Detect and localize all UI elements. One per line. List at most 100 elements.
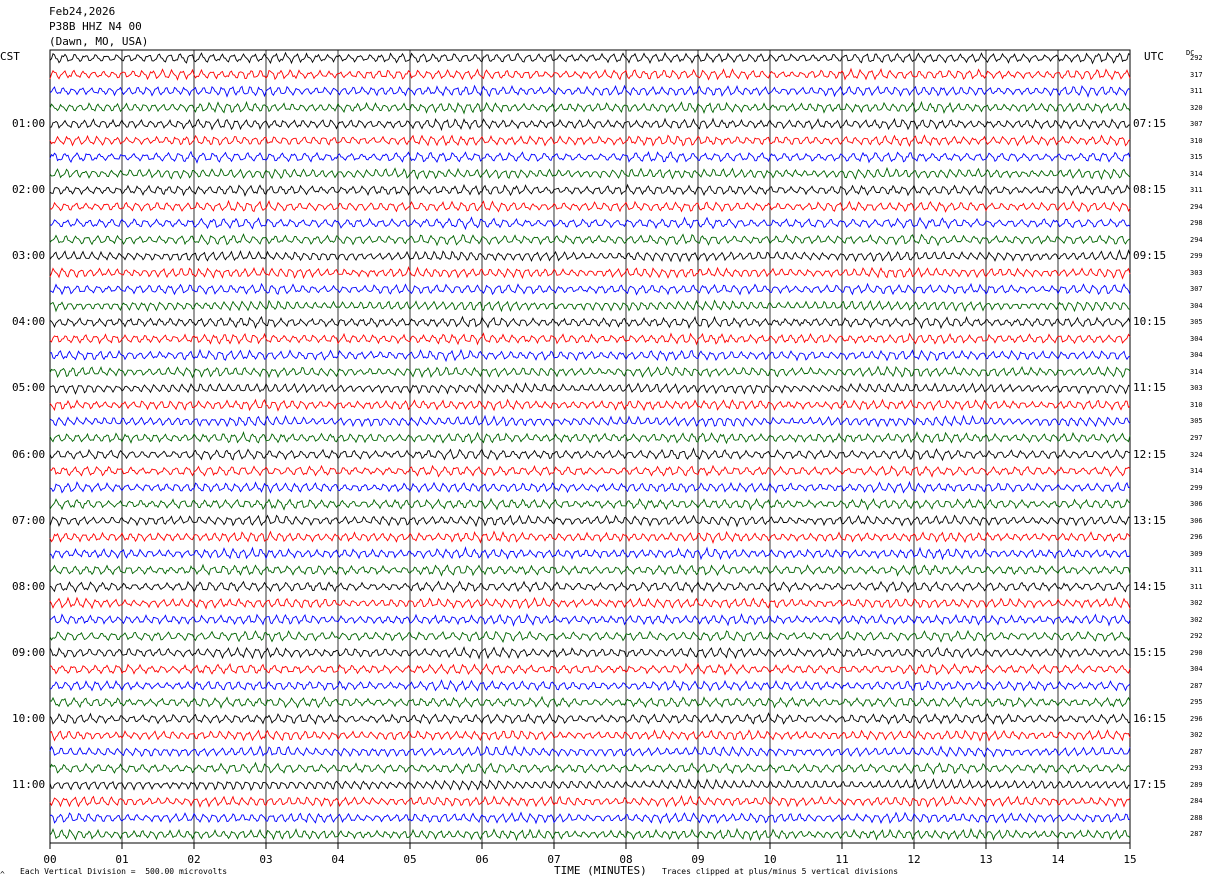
seismic-trace [49, 199, 1131, 213]
left-timezone-label: CST [0, 50, 20, 63]
dc-offset-value: 293 [1190, 764, 1203, 773]
seismic-trace [49, 134, 1131, 147]
x-tick-label: 03 [259, 853, 273, 866]
dc-offset-value: 304 [1190, 665, 1203, 674]
seismic-trace [49, 596, 1131, 610]
dc-offset-value: 295 [1190, 698, 1203, 707]
x-tick-label: 01 [115, 853, 129, 866]
dc-offset-value: 307 [1190, 285, 1203, 294]
dc-offset-value: 310 [1190, 136, 1203, 145]
x-tick-label: 15 [1123, 853, 1137, 866]
dc-offset-value: 302 [1190, 615, 1203, 624]
seismic-trace [49, 398, 1131, 412]
dc-offset-value: 287 [1190, 747, 1203, 756]
utc-hour-label: 11:15 [1133, 381, 1167, 395]
seismic-trace [49, 216, 1131, 231]
seismic-trace [49, 745, 1131, 758]
seismic-trace [49, 794, 1131, 808]
x-tick-label: 02 [187, 853, 201, 866]
seismic-trace [49, 646, 1131, 660]
plot-frame [49, 49, 1131, 844]
dc-offset-value: 309 [1190, 549, 1203, 558]
dc-offset-value: 305 [1190, 318, 1203, 327]
dc-offset-value: 304 [1190, 334, 1203, 343]
seismic-trace [49, 117, 1131, 132]
cst-hour-label: 11:00 [12, 777, 46, 791]
station-location: (Dawn, MO, USA) [49, 35, 149, 48]
seismic-trace [49, 480, 1131, 494]
seismic-trace [49, 514, 1131, 528]
x-tick-label: 08 [619, 853, 633, 866]
dc-offset-value: 315 [1190, 153, 1203, 162]
dc-offset-value: 287 [1190, 681, 1203, 690]
dc-offset-value: 311 [1190, 566, 1203, 575]
dc-offset-value: 307 [1190, 120, 1203, 129]
dc-offset-value: 288 [1190, 813, 1203, 822]
seismic-trace [49, 530, 1131, 545]
plot-date: Feb24,2026 [49, 5, 116, 18]
cst-hour-label: 06:00 [12, 447, 46, 461]
scale-note: Each Vertical Division = 500.00 microvol… [20, 867, 228, 876]
seismic-trace [49, 183, 1131, 197]
seismic-trace [49, 150, 1131, 164]
dc-offset-value: 306 [1190, 516, 1203, 525]
dc-offset-value: 314 [1190, 467, 1203, 476]
dc-offset-value: 292 [1190, 54, 1203, 62]
utc-hour-label: 07:15 [1133, 117, 1167, 131]
dc-offset-value: 289 [1190, 780, 1203, 789]
dc-offset-value: 298 [1190, 219, 1203, 228]
dc-offset-value: 294 [1190, 235, 1203, 244]
utc-hour-label: 08:15 [1133, 183, 1167, 197]
cst-hour-label: 09:00 [12, 645, 46, 659]
x-tick-label: 10 [763, 853, 777, 866]
seismic-trace [49, 662, 1131, 676]
seismic-trace [49, 464, 1131, 478]
x-tick-label: 14 [1051, 853, 1065, 866]
seismic-trace [49, 382, 1131, 395]
seismic-trace [49, 266, 1131, 280]
dc-offset-value: 314 [1190, 169, 1203, 178]
seismic-trace [49, 827, 1131, 842]
dc-offset-value: 302 [1190, 731, 1203, 740]
cst-hour-label: 01:00 [12, 117, 46, 131]
dc-offset-value: 311 [1190, 87, 1203, 96]
seismic-trace [49, 679, 1131, 693]
dc-offset-value: 304 [1190, 351, 1203, 360]
dc-offset-value: 299 [1190, 252, 1203, 261]
dc-offset-value: 306 [1190, 500, 1203, 509]
seismic-trace [49, 166, 1131, 181]
x-tick-label: 11 [835, 853, 849, 866]
dc-offset-value: 302 [1190, 599, 1203, 608]
seismic-trace [49, 811, 1131, 825]
utc-hour-label: 17:15 [1133, 777, 1167, 791]
x-tick-label: 09 [691, 853, 705, 866]
seismic-trace [49, 233, 1131, 247]
seismic-trace [49, 778, 1131, 791]
utc-hour-label: 14:15 [1133, 579, 1167, 593]
dc-offset-value: 314 [1190, 367, 1203, 376]
dc-offset-value: 296 [1190, 714, 1203, 723]
utc-hour-label: 12:15 [1133, 447, 1167, 461]
cst-hour-label: 02:00 [12, 183, 46, 197]
seismic-trace [49, 414, 1131, 428]
seismic-trace [49, 100, 1131, 115]
dc-offset-value: 317 [1190, 70, 1203, 79]
seismic-trace [49, 365, 1131, 379]
dc-offset-value: 290 [1190, 648, 1203, 657]
dc-label: DC [1186, 49, 1195, 57]
seismic-trace [49, 563, 1131, 577]
cst-hour-label: 04:00 [12, 315, 46, 329]
seismic-trace [49, 249, 1131, 263]
utc-hour-label: 15:15 [1133, 645, 1167, 659]
dc-offset-value: 320 [1190, 103, 1203, 112]
dc-offset-value: 310 [1190, 400, 1203, 409]
x-tick-label: 13 [979, 853, 993, 866]
seismic-trace [49, 695, 1131, 709]
seismic-trace [49, 299, 1131, 313]
dc-offset-value: 324 [1190, 450, 1203, 459]
seismic-trace [49, 497, 1131, 511]
x-tick-label: 06 [475, 853, 489, 866]
seismic-trace [49, 447, 1131, 462]
x-axis-title: TIME (MINUTES) [554, 864, 647, 877]
